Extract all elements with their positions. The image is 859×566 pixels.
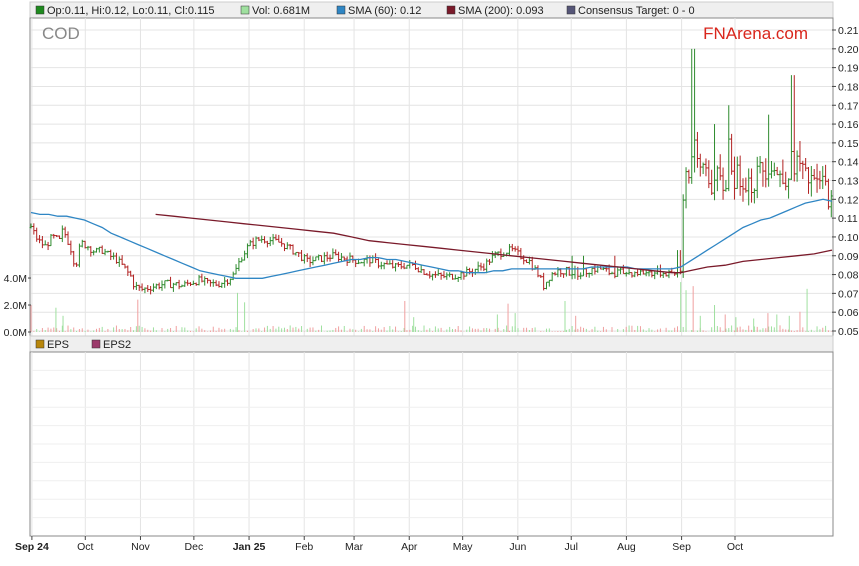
x-tick-label: Jan 25 (233, 541, 266, 553)
grid (31, 18, 832, 336)
price-panel (29, 17, 834, 337)
brand-logo: FNArena.com (703, 24, 808, 43)
y-tick-label: 0.08 (838, 270, 859, 282)
eps-legend-swatch (91, 339, 101, 349)
y-tick-label: 0.05 (838, 326, 859, 338)
eps-legend-bar (29, 335, 834, 353)
y-tick-label: 0.07 (838, 288, 859, 300)
y-tick-label: 0.20 (838, 44, 859, 56)
x-tick-label: Aug (617, 541, 636, 553)
legend-swatch (240, 5, 250, 15)
x-tick-label: Mar (345, 541, 364, 553)
eps-legend: EPS EPS2 (35, 339, 131, 351)
y-tick-label: 0.06 (838, 307, 859, 319)
x-tick-label: Sep (672, 541, 691, 553)
y-tick-label: 0.16 (838, 119, 859, 131)
legend-swatch (566, 5, 576, 15)
sma-60-line (30, 198, 833, 279)
legend-entry: SMA (60): 0.12 (348, 5, 421, 17)
legend-entry: Vol: 0.681M (252, 5, 310, 17)
y-tick-label: 0.17 (838, 100, 859, 112)
y-tick-label: 0.13 (838, 176, 859, 188)
x-tick-label: Apr (401, 541, 418, 553)
eps-grid (31, 352, 832, 536)
eps-legend-entry: EPS (47, 339, 69, 351)
y-tick-label: 0.18 (838, 81, 859, 93)
x-tick-label: Feb (295, 541, 313, 553)
legend-swatch (35, 5, 45, 15)
x-tick-label: Jul (565, 541, 578, 553)
x-tick-label: Sep 24 (15, 541, 49, 553)
price-bars (29, 48, 833, 295)
legend-swatch (446, 5, 456, 15)
legend-entry: Consensus Target: 0 - 0 (578, 5, 695, 17)
x-tick-label: Oct (727, 541, 743, 553)
y-tick-label: 0.14 (838, 157, 859, 169)
y-tick-label: 0.10 (838, 232, 859, 244)
sma-lines (30, 198, 833, 279)
volume-tick-label: 4.0M (4, 273, 27, 285)
volume-tick-label: 0.0M (4, 327, 27, 339)
volume-tick-label: 2.0M (4, 300, 27, 312)
x-axis: Sep 24 Oct Nov Dec Jan 25 Feb Mar Apr May Jun Jul A… (15, 536, 743, 553)
volume-bars (30, 282, 832, 332)
legend-entry: SMA (200): 0.093 (458, 5, 544, 17)
legend: Op:0.11, Hi:0.12, Lo:0.11, Cl:0.115 Vol: … (35, 5, 695, 17)
legend-swatch (336, 5, 346, 15)
y-tick-label: 0.21 (838, 25, 859, 37)
legend-entry: Op:0.11, Hi:0.12, Lo:0.11, Cl:0.115 (47, 5, 215, 17)
volume-axis: 4.0M 2.0M 0.0M (4, 273, 31, 339)
y-tick-label: 0.19 (838, 63, 859, 75)
x-tick-label: Oct (77, 541, 93, 553)
price-axis: 0.21 0.20 0.19 0.18 0.17 0.16 0.15 0.14 0.13 0.12… (832, 25, 859, 338)
y-tick-label: 0.11 (838, 213, 858, 225)
sma-200-line (155, 213, 833, 274)
y-tick-label: 0.09 (838, 251, 859, 263)
eps-legend-swatch (35, 339, 45, 349)
y-tick-label: 0.15 (838, 138, 859, 150)
x-tick-label: May (453, 541, 474, 553)
x-tick-label: Jun (509, 541, 526, 553)
y-tick-label: 0.12 (838, 194, 859, 206)
symbol-label: COD (42, 24, 80, 43)
eps-legend-entry: EPS2 (103, 339, 131, 351)
x-tick-label: Nov (131, 541, 150, 553)
x-tick-label: Dec (185, 541, 204, 553)
